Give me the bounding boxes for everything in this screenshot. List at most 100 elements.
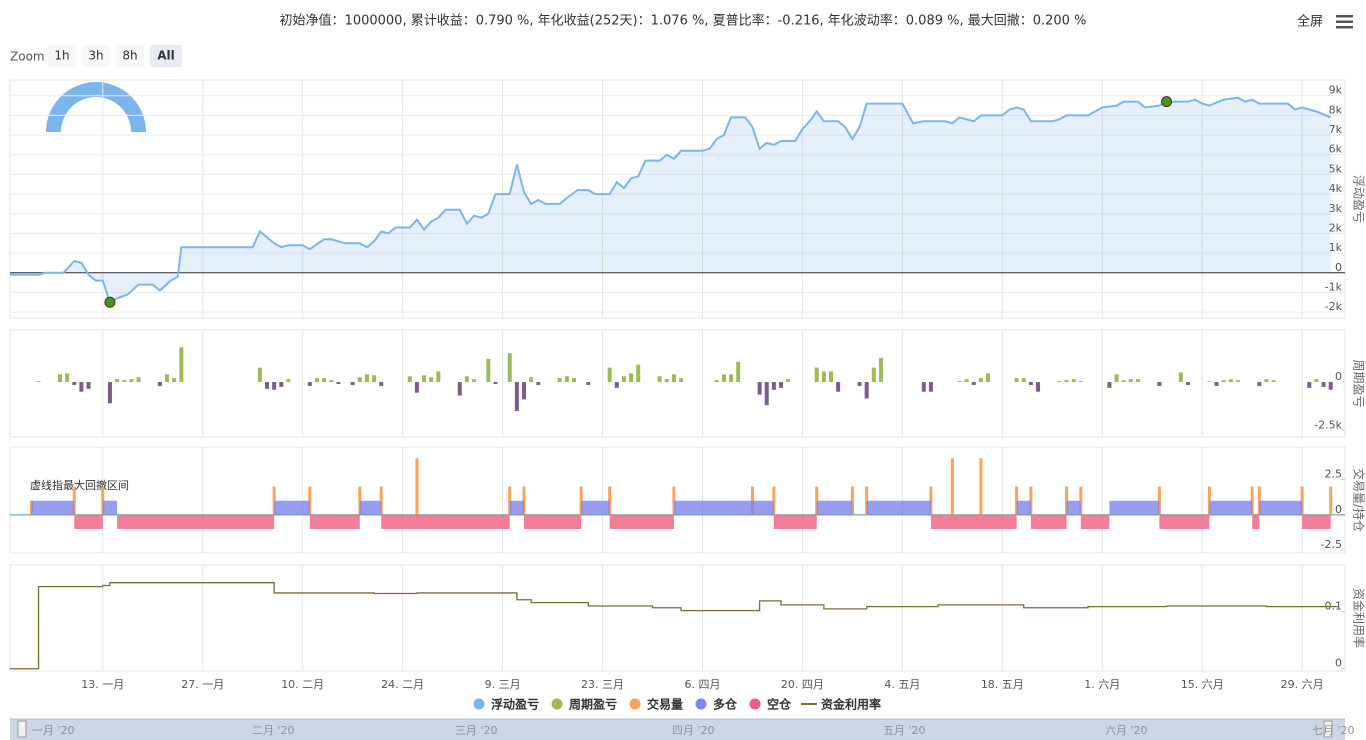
- bar: [1221, 380, 1226, 383]
- bar: [864, 382, 869, 399]
- legend-item[interactable]: 资金利用率: [801, 697, 881, 712]
- extreme-marker: [1161, 96, 1173, 108]
- position-block: [1109, 500, 1160, 515]
- bar: [329, 380, 334, 383]
- bar: [86, 382, 91, 389]
- bar: [586, 382, 591, 385]
- bar: [629, 373, 634, 383]
- y-tick-label: -2.5k: [1314, 418, 1342, 431]
- legend-item[interactable]: 多仓: [695, 697, 739, 712]
- y-tick-label: 0: [1335, 261, 1342, 274]
- y-tick-label: 0: [1335, 370, 1342, 383]
- y-tick-label: 5k: [1329, 162, 1343, 175]
- y-tick-label: 2k: [1329, 221, 1343, 234]
- x-tick-label: 29. 六月: [1281, 678, 1324, 691]
- y-axis-title: 资金利用率: [1352, 588, 1366, 648]
- y-tick-label: -2k: [1325, 300, 1343, 313]
- step-line: [10, 582, 1338, 670]
- bar: [493, 382, 498, 384]
- bar: [1257, 382, 1262, 386]
- bar: [679, 378, 684, 383]
- y-tick-label: 0: [1335, 503, 1342, 516]
- position-block: [1080, 514, 1110, 529]
- bar: [72, 382, 77, 385]
- bar: [828, 371, 833, 383]
- bar: [414, 382, 419, 393]
- bar: [857, 382, 862, 386]
- bar: [1307, 382, 1312, 388]
- bar: [1264, 379, 1269, 383]
- y-tick-label: 7k: [1329, 123, 1343, 136]
- position-block: [1016, 500, 1031, 515]
- navigator-mask: [10, 719, 1345, 740]
- zoom-button-label[interactable]: 8h: [122, 49, 137, 63]
- zoom-button[interactable]: 3h: [82, 45, 110, 67]
- bar: [379, 382, 384, 386]
- zoom-button-label[interactable]: 1h: [54, 49, 69, 63]
- bar: [1157, 382, 1162, 386]
- y-tick-label: 4k: [1329, 182, 1343, 195]
- volume-bar: [950, 458, 954, 515]
- volume-bar: [979, 458, 983, 515]
- bar: [836, 382, 841, 392]
- navigator-handle[interactable]: [17, 720, 27, 738]
- navigator-label: 二月 '20: [252, 724, 295, 737]
- zoom-button[interactable]: 8h: [116, 45, 144, 67]
- bar: [729, 374, 734, 383]
- bar: [165, 374, 170, 383]
- legend-item[interactable]: 空仓: [749, 697, 793, 712]
- bar: [336, 382, 341, 384]
- bar: [357, 377, 362, 383]
- bar: [472, 379, 477, 383]
- bar: [1021, 378, 1026, 383]
- bar: [1064, 380, 1069, 383]
- bar: [279, 382, 284, 387]
- bar: [1135, 379, 1140, 383]
- bar: [978, 378, 983, 383]
- bar: [65, 373, 70, 383]
- bar: [136, 377, 141, 383]
- legend-item[interactable]: 周期盈亏: [551, 697, 618, 712]
- zoom-button-label[interactable]: 3h: [88, 49, 103, 63]
- zoom-button-bg: [82, 45, 110, 67]
- menu-icon[interactable]: [1336, 15, 1353, 29]
- position-block: [509, 500, 525, 515]
- bar: [36, 381, 41, 383]
- bar: [614, 382, 619, 388]
- navigator-label: 一月 '20: [32, 724, 75, 737]
- legend-label: 资金利用率: [821, 697, 881, 712]
- bar: [257, 367, 262, 383]
- legend-item[interactable]: 浮动盈亏: [473, 697, 540, 712]
- bar: [1114, 374, 1119, 383]
- bar: [265, 382, 270, 389]
- bar: [172, 378, 177, 383]
- zoom-button[interactable]: All: [150, 45, 182, 67]
- bar: [372, 375, 377, 383]
- bar: [957, 381, 962, 383]
- bar: [557, 378, 562, 383]
- zoom-button-bg: [150, 45, 182, 67]
- x-tick-label: 18. 五月: [981, 678, 1024, 691]
- x-tick-label: 24. 二月: [381, 678, 424, 691]
- bar: [486, 358, 491, 383]
- y-axis-title: 浮动盈亏: [1352, 175, 1366, 223]
- y-tick-label: -2.5: [1321, 538, 1342, 551]
- bar: [714, 380, 719, 383]
- navigator-label: 四月 '20: [672, 724, 715, 737]
- bar: [522, 382, 527, 400]
- bar: [636, 364, 641, 383]
- zoom-button[interactable]: 1h: [48, 45, 76, 67]
- position-block: [1259, 500, 1303, 515]
- bar: [1071, 379, 1076, 383]
- position-block: [1030, 514, 1067, 529]
- y-tick-label: -1k: [1325, 280, 1343, 293]
- legend-item[interactable]: 交易量: [629, 697, 684, 712]
- legend-symbol: [695, 698, 707, 710]
- position-block: [1209, 500, 1253, 515]
- bar: [771, 382, 776, 390]
- legend-symbol: [629, 698, 641, 710]
- navigator-handle[interactable]: [1323, 720, 1333, 738]
- zoom-button-label[interactable]: All: [157, 49, 175, 63]
- bar: [407, 376, 412, 383]
- fullscreen-button[interactable]: 全屏: [1297, 14, 1323, 30]
